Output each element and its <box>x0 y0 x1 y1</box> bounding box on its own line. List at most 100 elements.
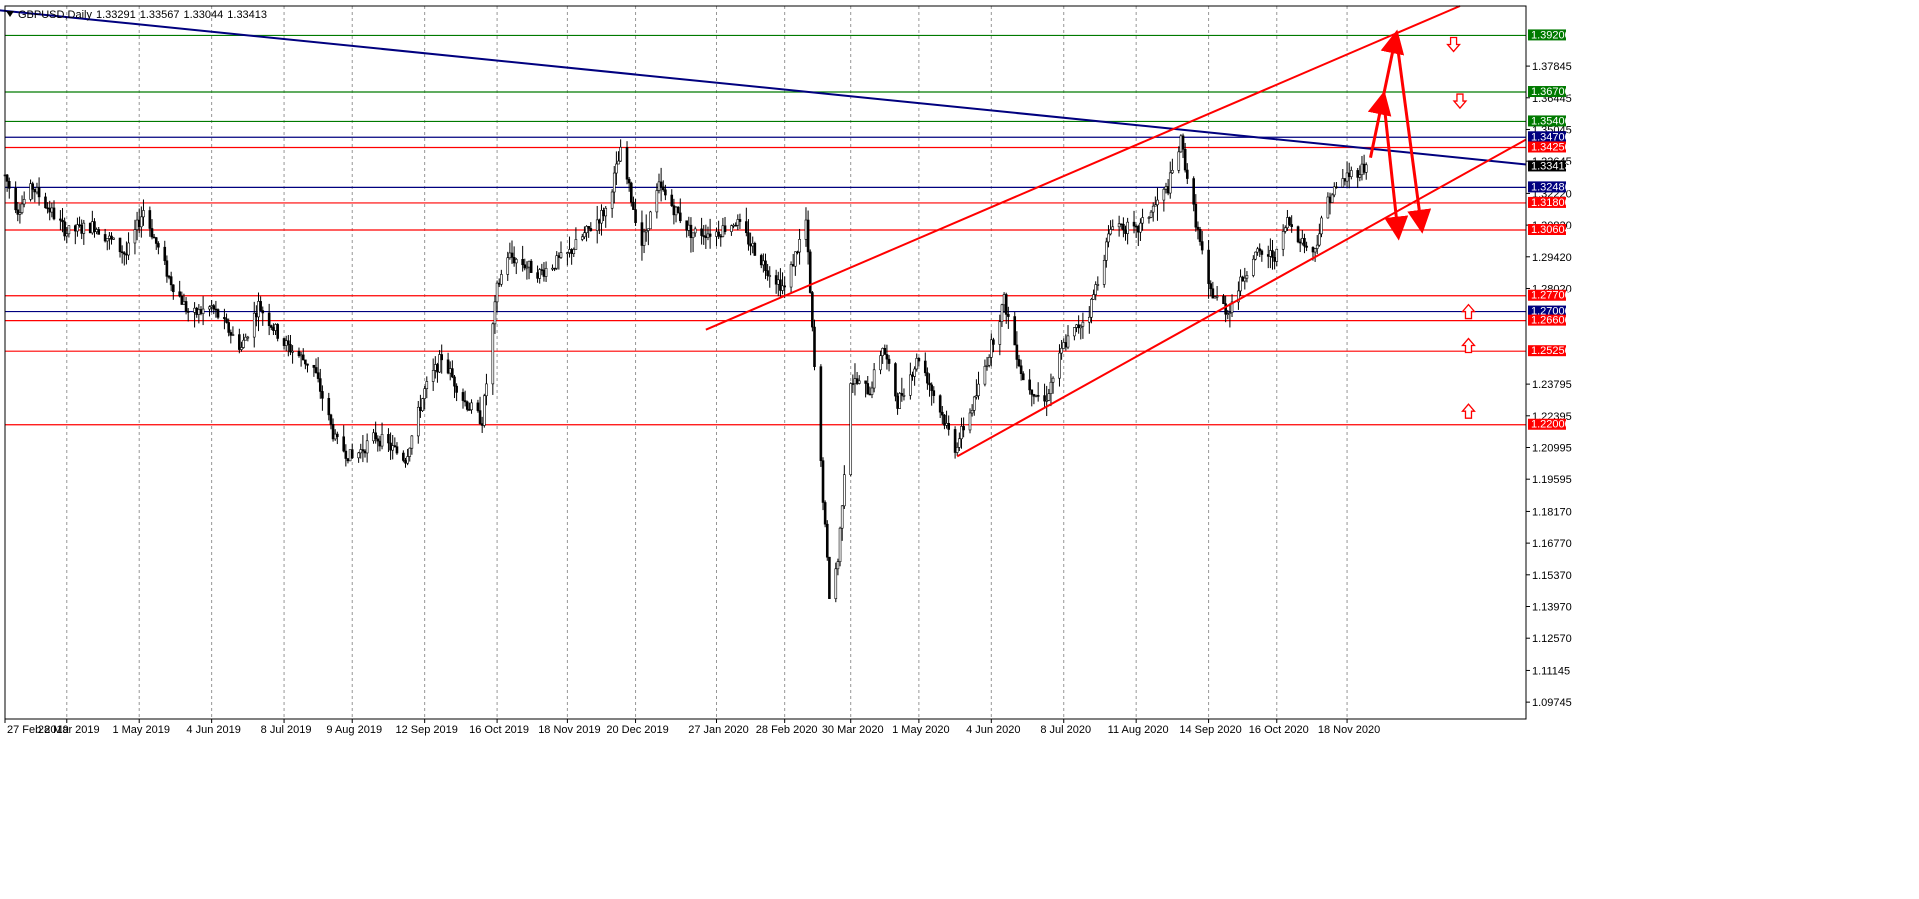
candle-body <box>376 438 380 442</box>
candle-body <box>932 390 936 396</box>
candle-body <box>297 351 301 357</box>
candle-body <box>333 433 337 440</box>
candle-body <box>1181 135 1185 150</box>
level-badge <box>1528 181 1566 193</box>
candle-body <box>137 219 141 228</box>
candle-body <box>1311 247 1315 253</box>
candle-body <box>65 233 69 237</box>
candle-body <box>629 182 633 203</box>
candle-body <box>120 251 124 254</box>
candle-body <box>706 233 710 238</box>
candle-body <box>1156 199 1159 206</box>
projection-arrow[interactable] <box>1394 35 1432 234</box>
candle-body <box>1298 241 1302 244</box>
candle-body <box>453 376 456 387</box>
candle-body <box>73 225 77 232</box>
candle-body <box>195 307 199 315</box>
candle-body <box>776 279 780 285</box>
candle-body <box>1241 276 1244 282</box>
candle-body <box>1030 389 1034 395</box>
candle-body <box>570 249 573 255</box>
candle-body <box>1126 221 1129 234</box>
candle-body <box>527 260 531 268</box>
y-tick-label: 1.12570 <box>1532 633 1572 645</box>
descending-trendline[interactable] <box>0 8 1527 166</box>
level-badge-label: 1.36700 <box>1531 86 1571 98</box>
buy-arrow-icon[interactable] <box>1461 337 1476 354</box>
candle-body <box>1119 223 1123 226</box>
candle-body <box>585 226 588 234</box>
candle-body <box>998 321 1002 345</box>
candle-body <box>972 396 976 411</box>
candle-body <box>346 458 350 462</box>
candle-body <box>1060 348 1063 354</box>
projection-arrow[interactable] <box>1381 96 1409 241</box>
level-badge <box>1528 345 1566 357</box>
candle-body <box>702 235 706 237</box>
candle-body <box>1356 170 1360 178</box>
projection-arrow[interactable] <box>1367 90 1392 158</box>
candle-body <box>52 207 56 220</box>
candle-body <box>808 251 812 293</box>
candle-body <box>154 237 158 244</box>
x-tick-label: 1 May 2019 <box>112 724 169 736</box>
candle-body <box>632 201 635 210</box>
channel-line[interactable] <box>705 5 1461 331</box>
candle-body <box>1288 217 1291 225</box>
candle-body <box>1000 304 1004 322</box>
sell-arrow-icon[interactable] <box>1446 36 1461 53</box>
candle-body <box>717 231 720 237</box>
candle-body <box>1122 223 1125 231</box>
candle-body <box>864 380 867 384</box>
candle-body <box>133 229 137 244</box>
candlesticks <box>3 133 1368 603</box>
candle-body <box>461 392 465 401</box>
candle-body <box>813 326 816 367</box>
candle-body <box>1228 312 1232 314</box>
candle-body <box>828 556 831 599</box>
candle-body <box>476 402 480 411</box>
candle-body <box>1305 245 1308 248</box>
candle-body <box>434 364 437 371</box>
candle-body <box>674 206 678 216</box>
candle-body <box>61 219 64 223</box>
candle-body <box>1271 250 1274 258</box>
sell-arrow-icon[interactable] <box>1452 93 1468 110</box>
candle-body <box>348 449 352 462</box>
candle-body <box>372 432 375 442</box>
candle-body <box>37 187 41 198</box>
candle-body <box>1166 186 1170 194</box>
candle-body <box>512 257 516 264</box>
level-badge-label: 1.33413 <box>1531 160 1571 172</box>
y-tick-label: 1.19595 <box>1532 474 1572 486</box>
channel-line[interactable] <box>956 138 1527 458</box>
candle-body <box>719 235 723 238</box>
x-tick-label: 18 Nov 2019 <box>538 724 600 736</box>
candle-body <box>1179 135 1183 153</box>
candle-body <box>738 219 742 222</box>
candle-body <box>1168 172 1172 194</box>
level-badge-label: 1.25250 <box>1531 345 1571 357</box>
collapse-triangle-icon[interactable] <box>6 11 14 17</box>
candle-body <box>881 348 884 356</box>
candle-body <box>1290 224 1293 227</box>
candle-body <box>416 406 420 437</box>
candle-body <box>1330 194 1334 203</box>
candle-body <box>970 410 974 414</box>
candle-body <box>425 381 429 389</box>
candle-body <box>610 191 614 209</box>
buy-arrow-icon[interactable] <box>1461 403 1476 419</box>
candle-body <box>463 400 467 403</box>
x-tick-label: 12 Sep 2019 <box>395 724 457 736</box>
trendlines[interactable] <box>0 5 1527 458</box>
candle-body <box>819 366 823 461</box>
projection-arrow[interactable] <box>1380 29 1405 97</box>
buy-arrow-icon[interactable] <box>1461 303 1476 320</box>
signal-markers[interactable] <box>1446 36 1476 419</box>
candle-body <box>22 199 26 205</box>
price-axis[interactable]: 1.378451.364451.350451.336451.322201.308… <box>1526 61 1572 709</box>
projection-arrows[interactable] <box>1367 29 1432 241</box>
